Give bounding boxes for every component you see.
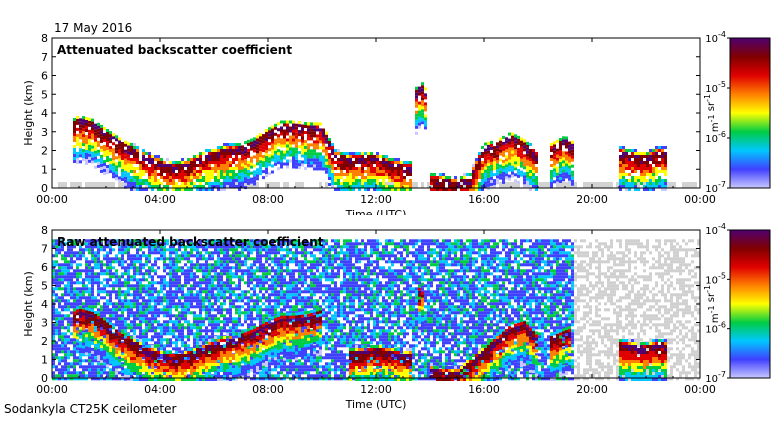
y-tick-label: 4: [41, 298, 48, 311]
x-tick-label: 16:00: [468, 383, 500, 396]
y-tick-label: 4: [41, 107, 48, 120]
y-axis-label: Height (km): [22, 271, 35, 337]
y-tick-label: 6: [41, 261, 48, 274]
colorbar-unit-label: m-1 sr-1: [703, 94, 721, 132]
panel-title: Attenuated backscatter coefficient: [57, 43, 292, 57]
x-tick-label: 12:00: [360, 383, 392, 396]
colorbar-label: 10-4: [705, 222, 726, 237]
y-tick-label: 2: [41, 145, 48, 158]
y-tick-label: 7: [41, 51, 48, 64]
y-tick-label: 8: [41, 32, 48, 45]
colorbar-label: 10-5: [705, 271, 726, 286]
y-tick-label: 5: [41, 88, 48, 101]
colorbar-label: 10-5: [705, 80, 726, 95]
y-tick-label: 7: [41, 243, 48, 256]
instrument-label: Sodankyla CT25K ceilometer: [4, 402, 176, 416]
colorbar-unit-label: m-1 sr-1: [703, 285, 721, 323]
y-axis-label: Height (km): [22, 80, 35, 146]
y-tick-label: 3: [41, 317, 48, 330]
x-axis-label: Time (UTC): [345, 398, 407, 411]
panel-title: Raw attenuated backscatter coefficient: [57, 235, 324, 249]
colorbar-label: 10-4: [705, 30, 726, 45]
x-tick-label: 20:00: [576, 383, 608, 396]
x-tick-label: 08:00: [252, 383, 284, 396]
x-tick-label: 00:00: [36, 383, 68, 396]
y-tick-label: 8: [41, 224, 48, 237]
y-tick-label: 2: [41, 335, 48, 348]
colorbar: [730, 38, 770, 188]
y-tick-label: 3: [41, 126, 48, 139]
x-tick-label: 04:00: [144, 383, 176, 396]
colorbar: [730, 230, 770, 378]
y-tick-label: 5: [41, 280, 48, 293]
colorbar-label: 10-7: [705, 370, 726, 385]
y-tick-label: 1: [41, 163, 48, 176]
y-tick-label: 6: [41, 70, 48, 83]
y-tick-label: 1: [41, 354, 48, 367]
